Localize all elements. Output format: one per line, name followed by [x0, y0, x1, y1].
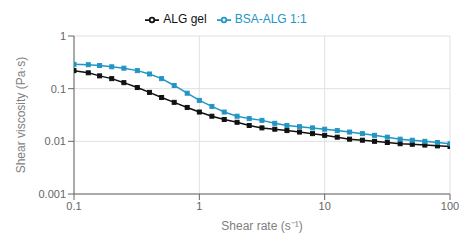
svg-text:0.01: 0.01 [45, 135, 66, 147]
svg-text:0.001: 0.001 [38, 188, 66, 200]
svg-text:Shear viscosity (Pa·s): Shear viscosity (Pa·s) [14, 57, 28, 174]
html-text:BSA-ALG 1:1: BSA-ALG 1:1 [234, 12, 307, 26]
svg-text:0.1: 0.1 [66, 200, 81, 212]
svg-text:1: 1 [60, 30, 66, 42]
svg-text:Shear rate (s⁻¹): Shear rate (s⁻¹) [221, 219, 302, 233]
svg-text:0.1: 0.1 [51, 83, 66, 95]
html-text:ALG gel: ALG gel [163, 12, 207, 26]
svg-text:10: 10 [319, 200, 331, 212]
svg-text:1: 1 [196, 200, 202, 212]
svg-text:100: 100 [441, 200, 459, 212]
